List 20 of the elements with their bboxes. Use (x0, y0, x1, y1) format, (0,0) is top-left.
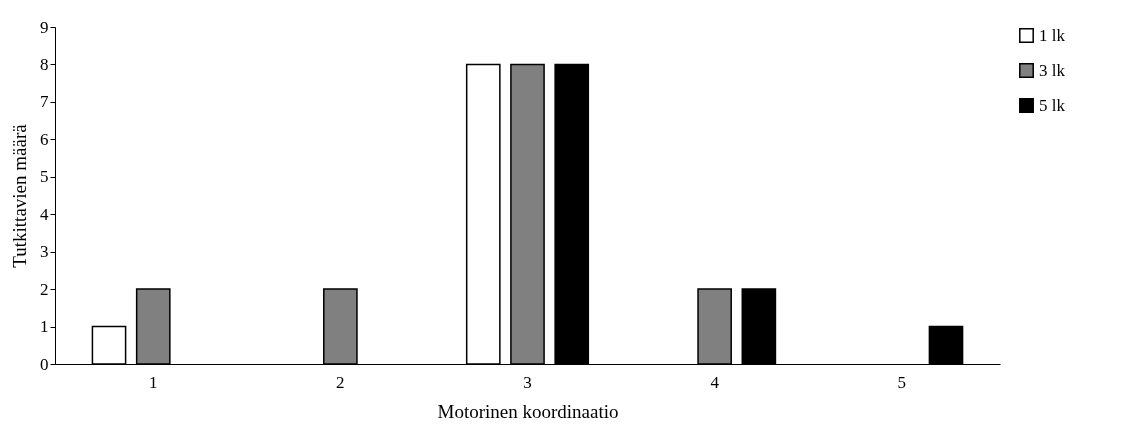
y-tick-label: 7 (40, 92, 49, 112)
x-tick-label: 4 (710, 372, 720, 392)
y-tick-label: 8 (40, 54, 49, 74)
y-tick-label: 0 (40, 354, 49, 374)
legend-label: 1 lk (1039, 25, 1066, 45)
x-axis-title: Motorinen koordinaatio (437, 400, 619, 422)
y-tick-label: 6 (40, 129, 49, 149)
y-axis-title: Tutkittavien määrä (9, 123, 30, 268)
x-tick-label: 2 (336, 372, 345, 392)
x-tick-label: 1 (148, 372, 158, 392)
y-tick-label: 2 (40, 279, 49, 299)
y-tick-label: 9 (40, 17, 49, 37)
legend-label: 3 lk (1039, 60, 1066, 80)
legend-label: 5 lk (1039, 95, 1066, 115)
x-tick-label: 3 (523, 372, 532, 392)
y-tick-label: 4 (40, 204, 49, 224)
y-tick-label: 5 (40, 167, 49, 187)
y-tick-label: 1 (40, 317, 49, 337)
y-tick-label: 3 (40, 242, 49, 262)
x-tick-label: 5 (897, 372, 907, 392)
